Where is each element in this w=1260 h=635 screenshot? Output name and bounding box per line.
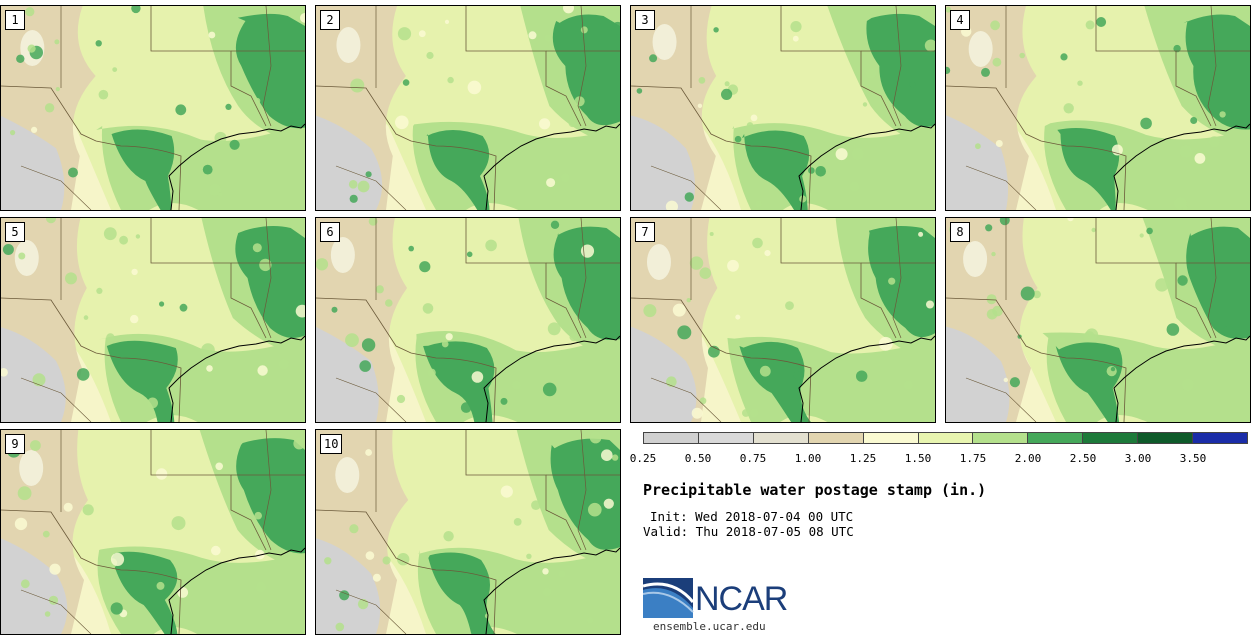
init-time: Init: Wed 2018-07-04 00 UTC: [650, 509, 854, 524]
colorbar: [643, 432, 1248, 444]
precipitable-water-map: [316, 6, 620, 210]
precipitable-water-map: [946, 218, 1250, 422]
colorbar-swatch: [643, 432, 699, 444]
ensemble-member-panel: 10: [315, 429, 621, 635]
ensemble-member-panel: 3: [630, 5, 936, 211]
ensemble-member-panel: 5: [0, 217, 306, 423]
member-number-label: 6: [320, 222, 340, 242]
ncar-logo-text: NCAR: [695, 580, 788, 618]
member-number-label: 8: [950, 222, 970, 242]
colorbar-tick-label: 2.00: [1014, 452, 1042, 465]
precipitable-water-map: [316, 218, 620, 422]
precipitable-water-map: [631, 6, 935, 210]
colorbar-swatch: [753, 432, 809, 444]
valid-time: Valid: Thu 2018-07-05 08 UTC: [643, 524, 854, 539]
member-number-label: 1: [5, 10, 25, 30]
colorbar-tick-label: 3.00: [1124, 452, 1152, 465]
ncar-logo: NCAR: [642, 578, 793, 620]
colorbar-tick-label: 0.75: [739, 452, 767, 465]
colorbar-swatch: [698, 432, 754, 444]
colorbar-ticks: 0.25 0.50 0.75 1.00 1.25 1.50 1.75 2.00 2.50 3.00…: [630, 452, 1248, 466]
colorbar-swatch: [863, 432, 919, 444]
ensemble-member-panel: 4: [945, 5, 1251, 211]
member-number-label: 4: [950, 10, 970, 30]
precipitable-water-map: [631, 218, 935, 422]
colorbar-tick-label: 1.25: [849, 452, 877, 465]
precipitable-water-map: [1, 430, 305, 634]
website-url[interactable]: ensemble.ucar.edu: [653, 620, 766, 633]
ensemble-member-panel: 8: [945, 217, 1251, 423]
member-number-label: 3: [635, 10, 655, 30]
member-number-label: 2: [320, 10, 340, 30]
member-number-label: 7: [635, 222, 655, 242]
precipitable-water-map: [1, 6, 305, 210]
ncar-logo-mark-icon: [642, 578, 695, 618]
colorbar-tick-label: 1.75: [959, 452, 987, 465]
colorbar-swatch: [918, 432, 974, 444]
colorbar-swatch: [973, 432, 1029, 444]
colorbar-tick-label: 1.50: [904, 452, 932, 465]
precipitable-water-map: [316, 430, 620, 634]
ensemble-member-panel: 7: [630, 217, 936, 423]
precipitable-water-map: [1, 218, 305, 422]
ensemble-member-panel: 6: [315, 217, 621, 423]
colorbar-tick-label: 2.50: [1069, 452, 1097, 465]
member-number-label: 5: [5, 222, 25, 242]
colorbar-tick-label: 0.25: [629, 452, 657, 465]
colorbar-tick-label: 3.50: [1179, 452, 1207, 465]
colorbar-swatch: [1083, 432, 1139, 444]
chart-title: Precipitable water postage stamp (in.): [643, 481, 987, 499]
member-number-label: 10: [320, 434, 343, 454]
colorbar-swatch: [1138, 432, 1194, 444]
colorbar-swatch: [1028, 432, 1084, 444]
precipitable-water-map: [946, 6, 1250, 210]
colorbar-tick-label: 0.50: [684, 452, 712, 465]
colorbar-swatch: [1193, 432, 1248, 444]
member-number-label: 9: [5, 434, 25, 454]
ensemble-member-panel: 1: [0, 5, 306, 211]
ensemble-member-panel: 2: [315, 5, 621, 211]
colorbar-swatch: [808, 432, 864, 444]
colorbar-tick-label: 1.00: [794, 452, 822, 465]
ensemble-member-panel: 9: [0, 429, 306, 635]
